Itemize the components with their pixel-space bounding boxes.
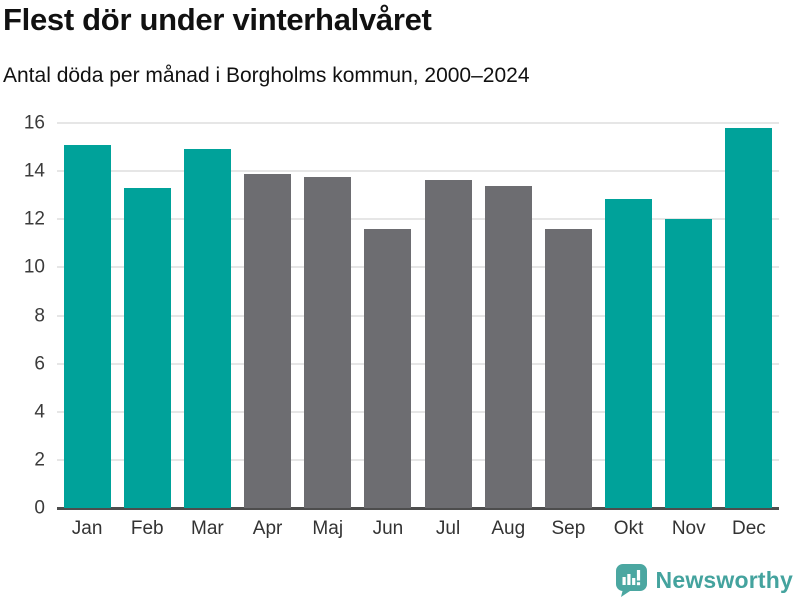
logo-bar-chart-glyph	[622, 570, 640, 586]
gridline-6	[57, 362, 779, 365]
gridline-12	[57, 218, 779, 221]
bar-okt	[605, 198, 653, 508]
bar-nov	[665, 219, 713, 508]
x-axis-label-jan: Jan	[71, 518, 103, 539]
x-axis-label-apr: Apr	[252, 518, 283, 539]
bar-jul	[424, 179, 472, 508]
y-axis-tick-label-2: 2	[34, 449, 45, 471]
x-axis-label-dec: Dec	[732, 518, 766, 539]
y-axis-tick-label-12: 12	[23, 208, 45, 230]
x-axis-label-okt: Okt	[613, 518, 644, 539]
y-axis-tick-label-4: 4	[34, 401, 45, 423]
newsworthy-wordmark: Newsworthy	[655, 566, 793, 593]
bar-feb	[123, 187, 171, 508]
chart-subtitle: Antal döda per månad i Borgholms kommun,…	[3, 64, 530, 87]
gridline-14	[57, 170, 779, 173]
x-axis-label-nov: Nov	[671, 518, 706, 539]
bar-mar	[183, 149, 231, 508]
y-axis-tick-label-10: 10	[23, 256, 45, 278]
x-axis-label-sep: Sep	[551, 518, 586, 539]
bar-apr	[244, 173, 292, 508]
y-axis-tick-label-14: 14	[23, 160, 45, 182]
newsworthy-logo-icon	[615, 564, 647, 597]
bar-dec	[725, 127, 773, 508]
gridline-2	[57, 458, 779, 461]
x-axis-label-aug: Aug	[491, 518, 526, 539]
bar-sep	[544, 228, 592, 508]
footer-brand: Newsworthy	[615, 563, 793, 597]
plot-area	[57, 122, 779, 510]
y-axis-tick-label-6: 6	[34, 353, 45, 375]
y-axis-tick-label-8: 8	[34, 305, 45, 326]
bar-jan	[63, 144, 111, 508]
y-axis-tick-label-0: 0	[34, 497, 45, 519]
gridline-4	[57, 410, 779, 413]
x-axis-label-jun: Jun	[372, 518, 404, 539]
x-axis-label-feb: Feb	[130, 518, 164, 539]
bar-jun	[364, 228, 412, 508]
y-axis-tick-label-16: 16	[23, 112, 45, 134]
bar-aug	[484, 185, 532, 508]
chart-title: Flest dör under vinterhalvåret	[3, 2, 432, 37]
x-axis-label-jul: Jul	[435, 518, 461, 539]
gridline-10	[57, 266, 779, 269]
bar-maj	[304, 177, 352, 508]
x-axis-line	[57, 507, 779, 510]
gridline-16	[57, 122, 779, 124]
gridline-8	[57, 314, 779, 317]
x-axis-label-maj: Maj	[312, 518, 344, 539]
x-axis-label-mar: Mar	[191, 518, 224, 539]
